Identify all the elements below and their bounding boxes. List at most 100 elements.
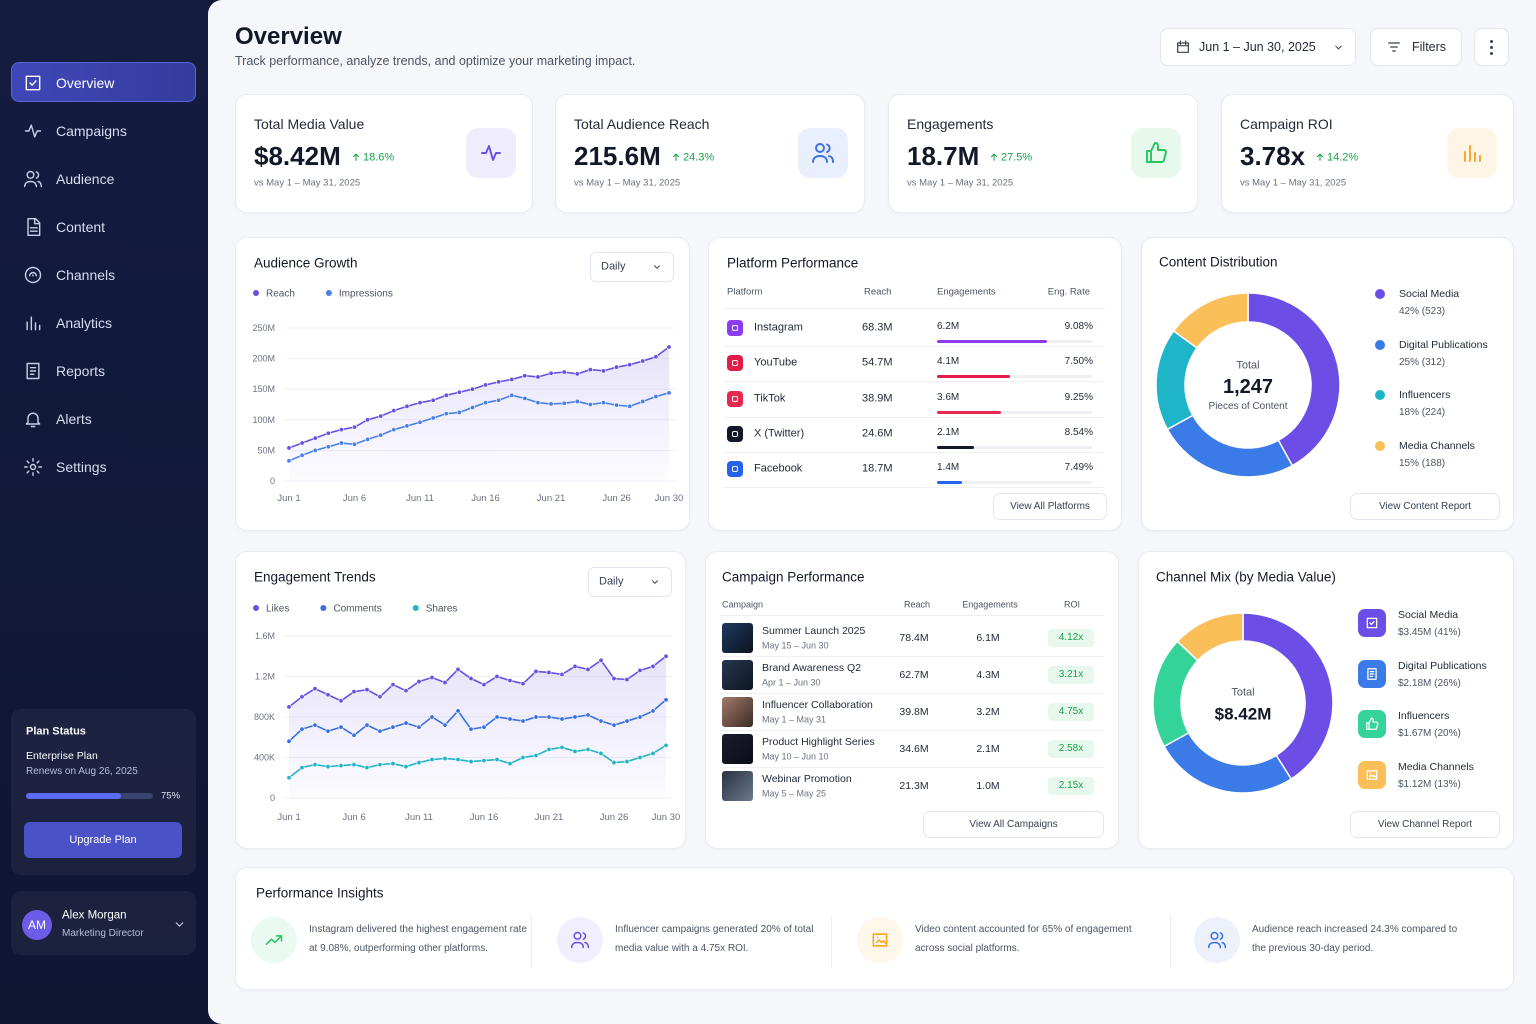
legend-label: Impressions	[339, 289, 393, 300]
kpi-card	[555, 94, 865, 213]
legend-dot	[1375, 339, 1385, 350]
campaign-reach: 21.3M	[899, 779, 929, 792]
donut-slice	[1242, 612, 1334, 781]
nav-item[interactable]: Content	[56, 219, 106, 235]
upgrade-button[interactable]: Upgrade Plan	[24, 822, 182, 858]
point	[429, 675, 435, 681]
icon	[1464, 145, 1481, 162]
point	[585, 746, 591, 752]
icon	[1177, 40, 1189, 53]
platform-rate: 9.08%	[1064, 321, 1093, 332]
kpi-change: 14.2%	[1327, 151, 1359, 164]
nav-item[interactable]: Settings	[56, 459, 107, 475]
bar	[937, 375, 1010, 379]
icon-shape	[990, 153, 998, 161]
period-dropdown[interactable]	[590, 252, 674, 282]
x-tick-label: Jun 1	[277, 812, 300, 823]
platform-icon	[727, 461, 743, 478]
point	[429, 757, 435, 763]
bar-track	[937, 410, 1092, 414]
nav-item[interactable]: Campaigns	[56, 123, 127, 139]
view-button[interactable]: View All Platforms	[993, 493, 1107, 520]
platform-reach: 24.6M	[862, 427, 893, 440]
divider	[720, 615, 1104, 616]
icon	[1207, 931, 1227, 949]
divider	[723, 381, 1105, 383]
point	[483, 400, 489, 406]
view-button[interactable]: View Content Report	[1350, 493, 1500, 520]
point	[572, 714, 578, 720]
y-tick-label: 400K	[254, 753, 275, 763]
point	[611, 722, 617, 728]
legend-label: Reach	[266, 289, 295, 300]
platform-name: X (Twitter)	[754, 427, 805, 440]
point	[442, 722, 448, 728]
y-tick-label: 50M	[257, 445, 275, 455]
point	[494, 714, 500, 720]
nav-item[interactable]: Analytics	[56, 315, 113, 331]
point	[561, 400, 567, 406]
icon	[265, 935, 283, 945]
column-header: Engagements	[937, 286, 996, 298]
nav-item[interactable]: Audience	[56, 171, 115, 187]
platform-rate: 7.50%	[1064, 356, 1093, 368]
donut-slice	[1152, 640, 1199, 748]
icon-shape	[1388, 42, 1400, 52]
point	[416, 724, 422, 730]
card-title: Engagement Trends	[254, 569, 376, 585]
campaign-name: Brand Awareness Q2	[762, 661, 862, 674]
point	[325, 764, 331, 770]
date-picker[interactable]	[1160, 28, 1356, 66]
y-tick-label: 100M	[252, 415, 275, 425]
divider	[723, 308, 1105, 309]
icon	[27, 217, 41, 237]
icon	[24, 124, 42, 138]
point	[650, 708, 656, 714]
point	[585, 712, 591, 718]
view-button[interactable]: View All Campaigns	[923, 811, 1104, 838]
campaign-roi: 4.75x	[1058, 706, 1084, 717]
card-title: Content Distribution	[1159, 254, 1278, 270]
legend-dot	[253, 290, 259, 296]
series-line	[288, 655, 667, 708]
icon	[352, 153, 360, 161]
point	[378, 432, 384, 438]
nav-item[interactable]: Alerts	[56, 411, 92, 427]
insight-icon	[557, 917, 603, 963]
point	[286, 775, 292, 781]
divider	[720, 693, 1104, 694]
point	[559, 744, 565, 750]
platform-name: Facebook	[754, 462, 803, 475]
point	[364, 765, 370, 771]
plan-name: Enterprise Plan	[26, 749, 98, 762]
column-header: Eng. Rate	[1047, 286, 1090, 298]
kpi-label: Engagements	[907, 116, 994, 132]
point	[507, 761, 513, 767]
roi-badge	[1048, 666, 1094, 684]
nav-item[interactable]: Channels	[56, 267, 116, 283]
icon-shape	[812, 143, 834, 163]
icon-shape	[1146, 142, 1167, 163]
point	[442, 756, 448, 762]
point	[494, 674, 500, 680]
campaign-performance-card	[705, 551, 1119, 849]
point	[509, 392, 515, 398]
nav-item[interactable]: Overview	[56, 75, 115, 91]
nav-item[interactable]: Reports	[56, 363, 106, 379]
campaign-thumbnail	[722, 771, 753, 801]
y-tick-label: 1.6M	[255, 631, 275, 641]
point	[365, 417, 371, 423]
legend-value: 25% (312)	[1399, 356, 1446, 368]
filters-button[interactable]	[1370, 28, 1462, 66]
point	[404, 423, 410, 429]
insight-text: Instagram delivered the highest engageme…	[309, 924, 527, 954]
donut-total: 1,247	[1222, 376, 1274, 398]
point	[520, 718, 526, 724]
point	[533, 752, 539, 758]
icon	[570, 931, 590, 949]
campaign-thumbnail	[722, 623, 753, 653]
x-tick-label: Jun 11	[406, 493, 434, 504]
column-header: Reach	[864, 286, 892, 298]
period-dropdown[interactable]	[588, 567, 672, 597]
view-button[interactable]: View Channel Report	[1350, 811, 1500, 838]
